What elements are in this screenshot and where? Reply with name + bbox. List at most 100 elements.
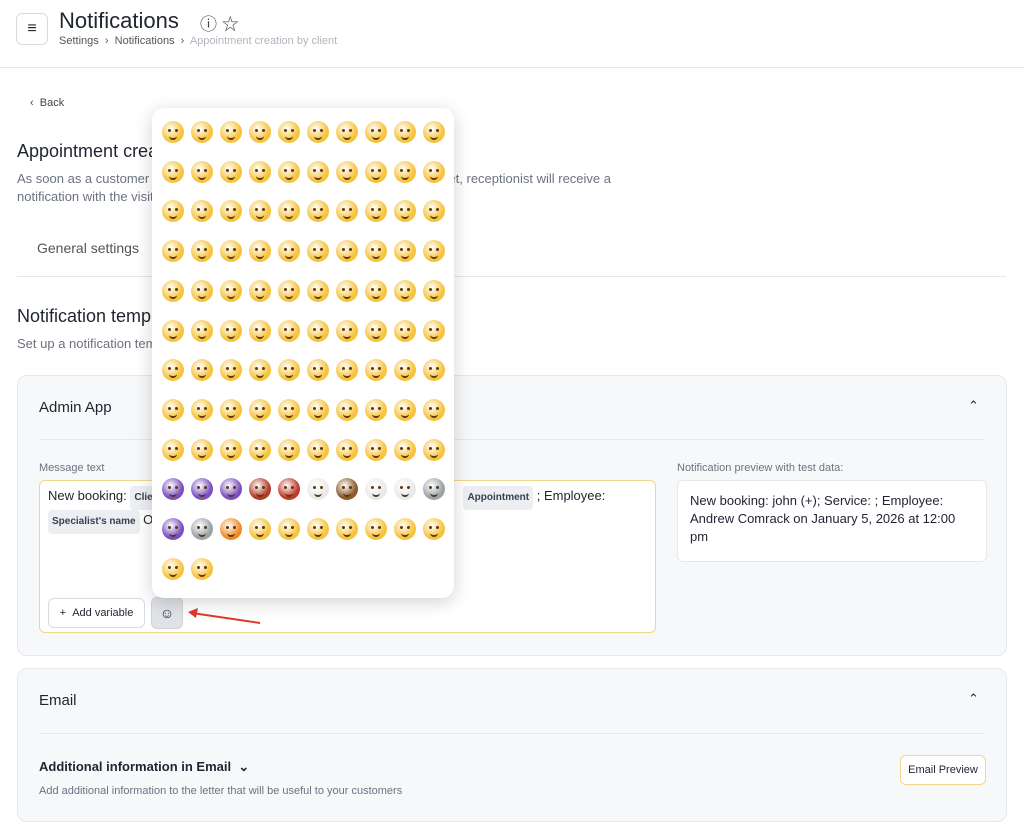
emoji[interactable] [307,121,329,143]
emoji[interactable] [394,518,416,540]
collapse-icon[interactable]: ⌃ [968,398,979,413]
emoji[interactable] [191,359,213,382]
emoji[interactable] [191,319,213,342]
emoji[interactable] [249,279,271,302]
emoji[interactable] [191,279,213,302]
emoji[interactable] [423,121,445,143]
emoji[interactable] [365,518,387,540]
emoji[interactable] [162,359,184,382]
emoji[interactable] [307,518,329,540]
emoji[interactable] [162,478,184,501]
emoji[interactable] [423,398,445,421]
add-variable-button[interactable]: + Add variable [48,598,145,628]
emoji[interactable] [423,200,445,223]
emoji[interactable] [394,319,416,342]
emoji[interactable] [162,121,184,143]
emoji[interactable] [423,359,445,382]
emoji[interactable] [365,121,387,143]
emoji[interactable] [220,160,242,183]
emoji[interactable] [423,438,445,461]
emoji[interactable] [307,160,329,183]
emoji[interactable] [220,478,242,501]
emoji[interactable] [365,478,387,501]
emoji[interactable] [249,121,271,143]
emoji[interactable] [162,557,184,580]
collapse-icon[interactable]: ⌃ [968,691,979,706]
emoji[interactable] [278,478,300,501]
emoji[interactable] [220,319,242,342]
emoji[interactable] [394,438,416,461]
emoji[interactable] [162,398,184,421]
emoji[interactable] [365,398,387,421]
emoji[interactable] [249,398,271,421]
breadcrumb[interactable]: Notifications [114,35,175,47]
emoji[interactable] [162,438,184,461]
emoji[interactable] [423,319,445,342]
emoji[interactable] [249,478,271,501]
emoji[interactable] [191,478,213,501]
emoji[interactable] [307,359,329,382]
emoji[interactable] [365,200,387,223]
emoji[interactable] [423,279,445,302]
emoji[interactable] [336,240,358,263]
email-preview-button[interactable]: Email Preview [900,755,986,785]
emoji[interactable] [307,279,329,302]
emoji[interactable] [191,121,213,143]
emoji[interactable] [394,359,416,382]
info-title[interactable]: Additional information in Email ⌄ [39,759,250,774]
emoji[interactable] [336,438,358,461]
emoji[interactable] [220,279,242,302]
emoji[interactable] [162,200,184,223]
emoji[interactable] [278,200,300,223]
emoji[interactable] [191,518,213,540]
emoji[interactable] [278,518,300,540]
emoji[interactable] [423,160,445,183]
emoji[interactable] [249,438,271,461]
emoji[interactable] [278,279,300,302]
emoji[interactable] [249,200,271,223]
emoji[interactable] [191,160,213,183]
emoji[interactable] [394,398,416,421]
emoji[interactable] [336,279,358,302]
emoji[interactable] [394,478,416,501]
emoji[interactable] [336,398,358,421]
emoji[interactable] [249,359,271,382]
tab[interactable]: General settings [37,240,139,256]
emoji[interactable] [423,478,445,501]
emoji[interactable] [307,438,329,461]
emoji[interactable] [307,319,329,342]
emoji[interactable] [162,160,184,183]
emoji[interactable] [191,557,213,580]
info-icon[interactable]: ⓘ ☆ [200,15,239,34]
emoji[interactable] [336,518,358,540]
emoji[interactable] [336,478,358,501]
emoji[interactable] [278,359,300,382]
emoji[interactable] [191,398,213,421]
emoji[interactable] [365,359,387,382]
emoji[interactable] [220,518,242,540]
emoji[interactable] [394,160,416,183]
emoji[interactable] [278,319,300,342]
emoji[interactable] [191,200,213,223]
emoji[interactable] [220,438,242,461]
emoji[interactable] [220,359,242,382]
emoji[interactable] [162,279,184,302]
emoji[interactable] [162,240,184,263]
variable-chip[interactable]: Specialist's name [48,510,140,534]
menu-button[interactable]: ≡ [16,13,48,45]
emoji[interactable] [394,200,416,223]
emoji[interactable] [423,240,445,263]
breadcrumb[interactable]: Settings [59,35,99,47]
emoji[interactable] [336,160,358,183]
emoji[interactable] [394,240,416,263]
emoji[interactable] [278,240,300,263]
emoji[interactable] [336,200,358,223]
emoji[interactable] [162,319,184,342]
emoji[interactable] [249,240,271,263]
variable-chip[interactable]: Appointment [463,486,534,510]
emoji[interactable] [307,478,329,501]
emoji[interactable] [365,438,387,461]
emoji[interactable] [191,240,213,263]
back-link[interactable]: ‹ Back [30,97,65,109]
emoji[interactable] [220,200,242,223]
